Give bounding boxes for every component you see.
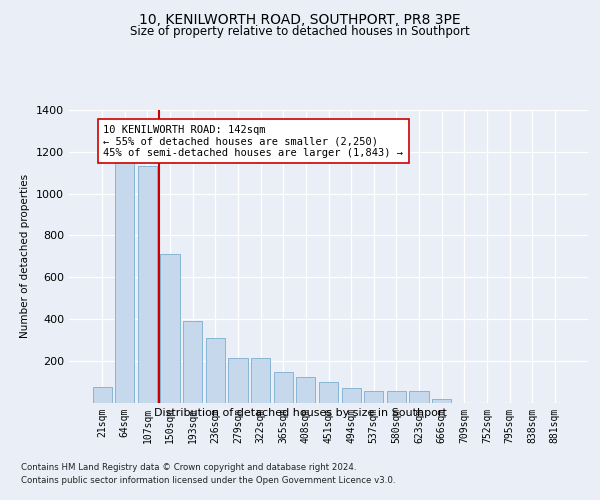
Text: Contains public sector information licensed under the Open Government Licence v3: Contains public sector information licen… [21,476,395,485]
Bar [319,382,338,402]
Bar [160,254,180,402]
Y-axis label: Number of detached properties: Number of detached properties [20,174,31,338]
Bar [229,358,248,403]
Bar [387,391,406,402]
Text: 10 KENILWORTH ROAD: 142sqm
← 55% of detached houses are smaller (2,250)
45% of s: 10 KENILWORTH ROAD: 142sqm ← 55% of deta… [103,124,403,158]
Bar [183,321,202,402]
Bar [364,391,383,402]
Bar [92,387,112,402]
Text: Distribution of detached houses by size in Southport: Distribution of detached houses by size … [154,408,446,418]
Bar [274,372,293,402]
Bar [251,358,270,403]
Bar [115,161,134,402]
Bar [206,338,225,402]
Bar [409,391,428,402]
Bar [432,400,451,402]
Text: Size of property relative to detached houses in Southport: Size of property relative to detached ho… [130,25,470,38]
Text: Contains HM Land Registry data © Crown copyright and database right 2024.: Contains HM Land Registry data © Crown c… [21,462,356,471]
Bar [296,378,316,402]
Text: 10, KENILWORTH ROAD, SOUTHPORT, PR8 3PE: 10, KENILWORTH ROAD, SOUTHPORT, PR8 3PE [139,12,461,26]
Bar [341,388,361,402]
Bar [138,166,157,402]
